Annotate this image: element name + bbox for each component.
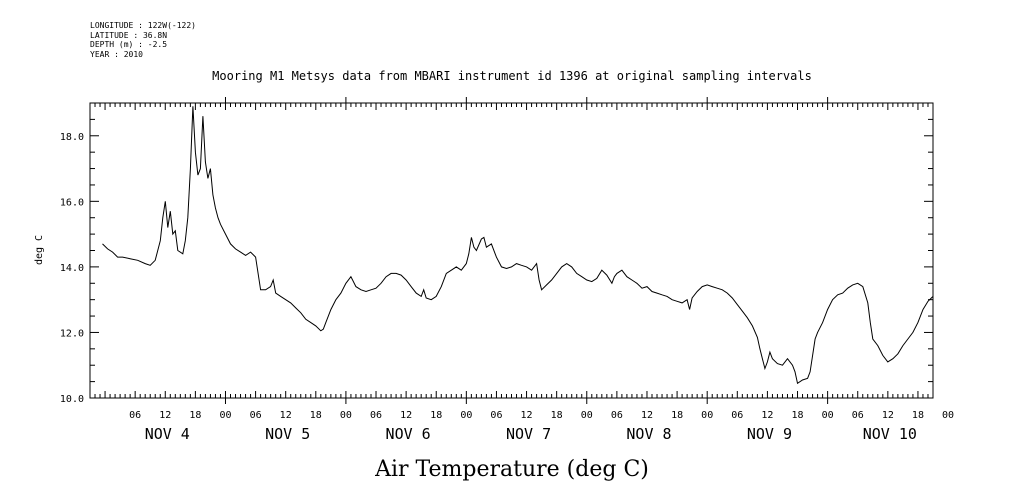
x-axis-title: Air Temperature (deg C)	[374, 457, 649, 482]
day-labels: NOV 4 NOV 5 NOV 6 NOV 7 NOV 8 NOV 9 NOV 10	[145, 425, 917, 443]
day-label: NOV 9	[747, 425, 792, 443]
x-tick-label: 18	[551, 410, 563, 421]
chart-title: Mooring M1 Metsys data from MBARI instru…	[212, 69, 812, 83]
x-tick-label: 06	[370, 410, 382, 421]
x-tick-label: 18	[791, 410, 803, 421]
latitude-label: LATITUDE : 36.8N	[90, 30, 168, 40]
x-tick-label: 12	[882, 410, 894, 421]
y-tick-label: 14.0	[60, 263, 84, 274]
x-tick-label: 12	[641, 410, 653, 421]
y-tick-labels: 10.0 12.0 14.0 16.0 18.0	[60, 132, 84, 405]
x-tick-label: 06	[611, 410, 623, 421]
y-tick-label: 16.0	[60, 197, 84, 208]
day-label: NOV 10	[863, 425, 917, 443]
x-tick-label: 06	[250, 410, 262, 421]
x-tick-label: 00	[942, 410, 954, 421]
longitude-label: LONGITUDE : 122W(-122)	[90, 21, 196, 30]
x-tick-label: 18	[430, 410, 442, 421]
x-tick-label: 00	[701, 410, 713, 421]
x-tick-label: 00	[581, 410, 593, 421]
x-tick-label: 12	[761, 410, 773, 421]
series-line	[102, 106, 934, 385]
metadata-block: LONGITUDE : 122W(-122) LATITUDE : 36.8N …	[90, 21, 196, 59]
x-tick-label: 06	[129, 410, 141, 421]
x-tick-label: 06	[490, 410, 502, 421]
depth-label: DEPTH (m) : -2.5	[90, 40, 168, 49]
day-label: NOV 4	[145, 425, 190, 443]
plot-frame	[89, 102, 934, 399]
day-label: NOV 7	[506, 425, 551, 443]
x-tick-labels: 06 12 18 00 06 12 18 00 06 12 18 00 06 12 18 00 06 12 18 00…	[129, 410, 954, 421]
year-label: YEAR : 2010	[90, 49, 143, 59]
y-axis-label: deg C	[34, 235, 45, 265]
x-tick-label: 18	[671, 410, 683, 421]
x-tick-label: 12	[400, 410, 412, 421]
day-label: NOV 6	[386, 425, 431, 443]
x-tick-label: 18	[912, 410, 924, 421]
x-tick-label: 18	[310, 410, 322, 421]
x-tick-label: 06	[731, 410, 743, 421]
x-tick-label: 00	[219, 410, 231, 421]
x-tick-label: 00	[340, 410, 352, 421]
y-tick-label: 18.0	[60, 132, 84, 143]
x-tick-label: 00	[822, 410, 834, 421]
x-tick-label: 18	[189, 410, 201, 421]
y-tick-label: 12.0	[60, 328, 84, 339]
x-tick-label: 12	[159, 410, 171, 421]
x-tick-label: 12	[280, 410, 292, 421]
day-label: NOV 8	[626, 425, 671, 443]
axis-ticks	[90, 97, 933, 404]
x-tick-label: 06	[852, 410, 864, 421]
y-tick-label: 10.0	[60, 394, 84, 405]
x-tick-label: 00	[460, 410, 472, 421]
day-label: NOV 5	[265, 425, 310, 443]
x-tick-label: 12	[521, 410, 533, 421]
